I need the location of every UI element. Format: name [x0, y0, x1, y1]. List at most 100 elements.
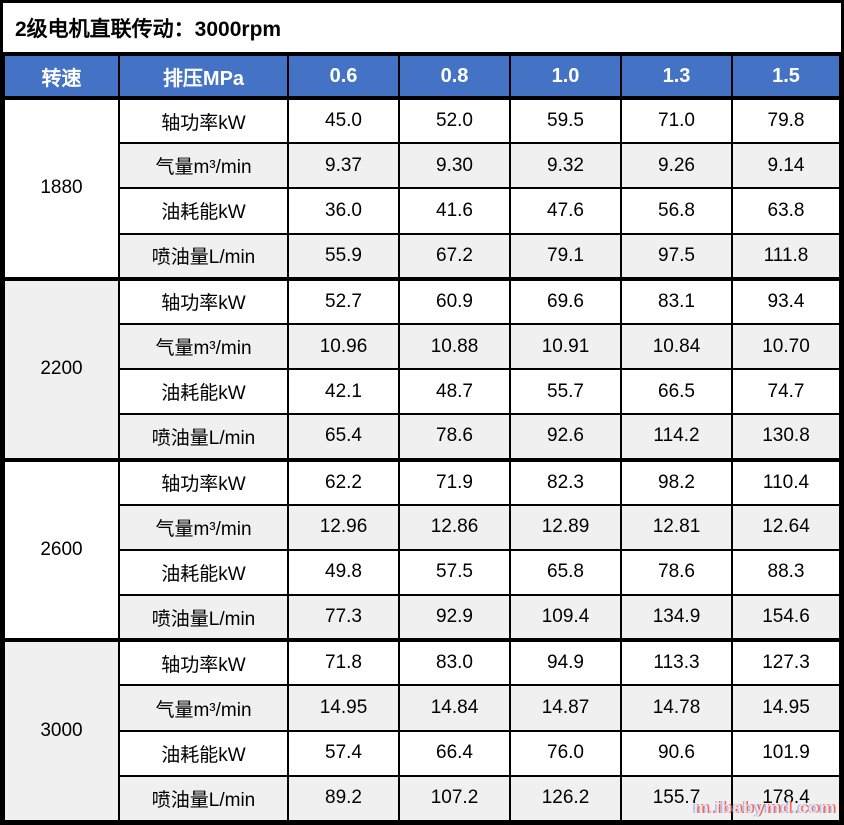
value-cell: 101.9 — [731, 729, 841, 777]
table-row: 2600 轴功率kW 62.2 71.9 82.3 98.2 110.4 — [3, 457, 841, 642]
value-cell: 14.87 — [509, 684, 622, 732]
metric-label-cell: 油耗能kW — [118, 368, 289, 416]
value-cell: 77.3 — [287, 594, 400, 642]
value-cell: 126.2 — [509, 774, 622, 822]
table-row: 气量m³/min 10.96 10.88 10.91 10.84 10.70 — [4, 322, 841, 371]
table-row: 喷油量L/min 65.4 78.6 92.6 114.2 130.8 — [4, 413, 841, 461]
value-cell: 10.96 — [287, 322, 400, 371]
metric-label-cell: 气量m³/min — [118, 684, 289, 732]
header-pressure-col-4: 1.3 — [620, 56, 733, 100]
value-cell: 69.6 — [509, 276, 622, 325]
value-cell: 92.9 — [398, 594, 511, 642]
value-cell: 14.95 — [287, 684, 400, 732]
metric-label-cell: 轴功率kW — [118, 638, 289, 687]
value-cell: 10.70 — [731, 322, 841, 371]
metric-label-cell: 油耗能kW — [118, 187, 289, 235]
value-cell: 127.3 — [731, 638, 841, 687]
speed-group-2200: 2200 轴功率kW 52.7 60.9 69.6 83.1 93.4 气量m³… — [3, 276, 841, 461]
value-cell: 49.8 — [287, 548, 400, 597]
value-cell: 36.0 — [287, 187, 400, 235]
metric-label-cell: 油耗能kW — [118, 729, 289, 777]
spec-table: 转速 排压MPa 0.6 0.8 1.0 1.3 1.5 1880 轴功率kW … — [3, 56, 841, 822]
value-cell: 98.2 — [620, 457, 733, 506]
table-row: 喷油量L/min 55.9 67.2 79.1 97.5 111.8 — [4, 232, 841, 280]
value-cell: 57.5 — [398, 548, 511, 597]
header-row: 转速 排压MPa 0.6 0.8 1.0 1.3 1.5 — [3, 56, 841, 100]
table-row: 喷油量L/min 77.3 92.9 109.4 134.9 154.6 — [4, 594, 841, 642]
value-cell: 48.7 — [398, 368, 511, 416]
value-cell: 111.8 — [731, 232, 841, 280]
value-cell: 88.3 — [731, 548, 841, 597]
value-cell: 93.4 — [731, 276, 841, 325]
value-cell: 66.5 — [620, 368, 733, 416]
table-row: 喷油量L/min 89.2 107.2 126.2 155.7 178.4 — [4, 774, 841, 822]
speed-cell: 2600 — [3, 457, 120, 642]
speed-group-1880: 1880 轴功率kW 45.0 52.0 59.5 71.0 79.8 气量m³… — [3, 95, 841, 280]
value-cell: 155.7 — [620, 774, 733, 822]
table-row: 气量m³/min 12.96 12.86 12.89 12.81 12.64 — [4, 503, 841, 551]
value-cell: 78.6 — [620, 548, 733, 597]
value-cell: 60.9 — [398, 276, 511, 325]
table-row: 气量m³/min 14.95 14.84 14.87 14.78 14.95 — [4, 684, 841, 732]
value-cell: 14.84 — [398, 684, 511, 732]
value-cell: 71.0 — [620, 95, 733, 145]
metric-label-cell: 轴功率kW — [118, 457, 289, 506]
value-cell: 79.8 — [731, 95, 841, 145]
value-cell: 55.9 — [287, 232, 400, 280]
table-row: 2200 轴功率kW 52.7 60.9 69.6 83.1 93.4 — [3, 276, 841, 461]
value-cell: 154.6 — [731, 594, 841, 642]
metric-label-cell: 轴功率kW — [118, 95, 289, 145]
header-pressure-col-2: 0.8 — [398, 56, 511, 100]
value-cell: 12.64 — [731, 503, 841, 551]
value-cell: 52.0 — [398, 95, 511, 145]
metric-label-cell: 喷油量L/min — [118, 232, 289, 280]
value-cell: 83.1 — [620, 276, 733, 325]
value-cell: 57.4 — [287, 729, 400, 777]
value-cell: 9.14 — [731, 142, 841, 190]
value-cell: 94.9 — [509, 638, 622, 687]
metric-label-cell: 油耗能kW — [118, 548, 289, 597]
table-row: 油耗能kW 57.4 66.4 76.0 90.6 101.9 — [4, 729, 841, 777]
value-cell: 12.96 — [287, 503, 400, 551]
metric-label-cell: 喷油量L/min — [118, 594, 289, 642]
table-row: 3000 轴功率kW 71.8 83.0 94.9 113.3 127.3 — [3, 638, 841, 822]
value-cell: 41.6 — [398, 187, 511, 235]
metric-label-cell: 气量m³/min — [118, 142, 289, 190]
value-cell: 83.0 — [398, 638, 511, 687]
value-cell: 82.3 — [509, 457, 622, 506]
value-cell: 113.3 — [620, 638, 733, 687]
value-cell: 52.7 — [287, 276, 400, 325]
speed-group-3000: 3000 轴功率kW 71.8 83.0 94.9 113.3 127.3 气量… — [3, 638, 841, 822]
value-cell: 62.2 — [287, 457, 400, 506]
metric-label-cell: 气量m³/min — [118, 322, 289, 371]
table-row: 油耗能kW 42.1 48.7 55.7 66.5 74.7 — [4, 368, 841, 416]
value-cell: 9.26 — [620, 142, 733, 190]
value-cell: 134.9 — [620, 594, 733, 642]
value-cell: 12.89 — [509, 503, 622, 551]
value-cell: 10.91 — [509, 322, 622, 371]
value-cell: 130.8 — [731, 413, 841, 461]
speed-cell: 3000 — [3, 638, 120, 822]
metric-label-cell: 气量m³/min — [118, 503, 289, 551]
metric-label-cell: 喷油量L/min — [118, 413, 289, 461]
value-cell: 66.4 — [398, 729, 511, 777]
value-cell: 65.4 — [287, 413, 400, 461]
value-cell: 76.0 — [509, 729, 622, 777]
value-cell: 97.5 — [620, 232, 733, 280]
value-cell: 71.8 — [287, 638, 400, 687]
value-cell: 59.5 — [509, 95, 622, 145]
value-cell: 45.0 — [287, 95, 400, 145]
value-cell: 71.9 — [398, 457, 511, 506]
header-pressure-col-5: 1.5 — [731, 56, 841, 100]
value-cell: 47.6 — [509, 187, 622, 235]
value-cell: 9.30 — [398, 142, 511, 190]
value-cell: 65.8 — [509, 548, 622, 597]
value-cell: 42.1 — [287, 368, 400, 416]
speed-cell: 2200 — [3, 276, 120, 461]
value-cell: 78.6 — [398, 413, 511, 461]
table-row: 1880 轴功率kW 45.0 52.0 59.5 71.0 79.8 — [3, 95, 841, 280]
value-cell: 107.2 — [398, 774, 511, 822]
value-cell: 178.4 — [731, 774, 841, 822]
value-cell: 110.4 — [731, 457, 841, 506]
